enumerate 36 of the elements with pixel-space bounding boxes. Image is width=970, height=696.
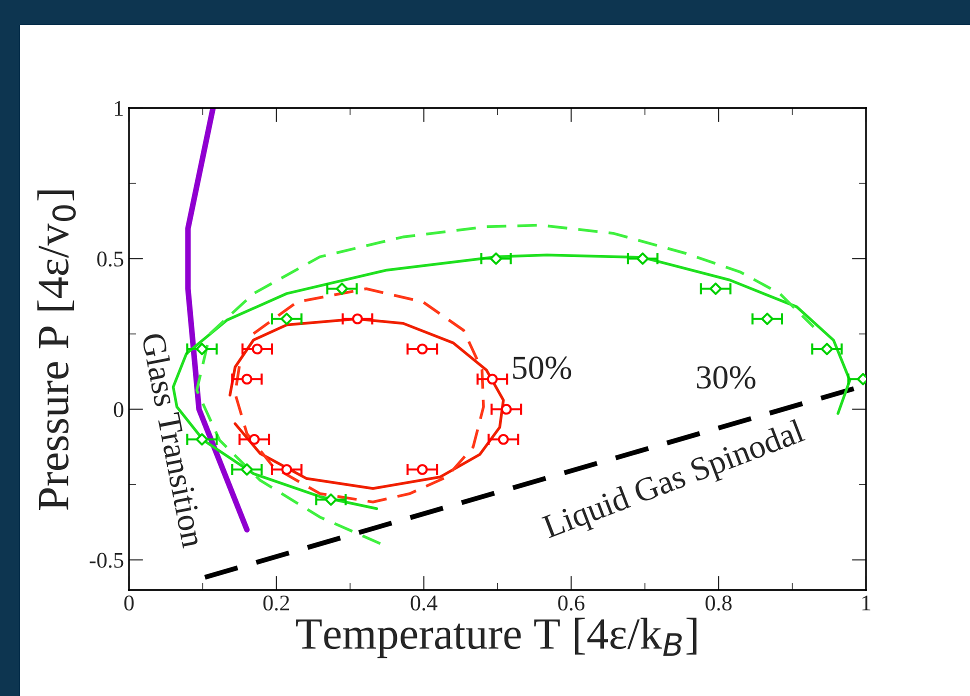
y-tick-label: 1	[114, 101, 123, 116]
point	[196, 342, 208, 356]
point	[486, 374, 498, 385]
x-tick-label: 0.8	[706, 596, 732, 611]
y-axis-title: Pressure P [4ε/v$_{0}$]	[37, 190, 76, 510]
annotation: Glass Transition	[142, 332, 206, 549]
point	[500, 404, 512, 415]
point	[324, 493, 338, 506]
x-tick-label: 0.4	[410, 596, 438, 611]
x-tick-label: 1	[862, 596, 870, 610]
annotation: 30%	[697, 366, 756, 389]
point	[416, 464, 428, 475]
y-tick-label: 0.5	[97, 252, 124, 267]
y-tick-label: 0	[114, 402, 124, 418]
point	[416, 344, 428, 354]
x-axis-title: Temperature T [4ε/k$_{B}$]	[296, 618, 696, 658]
point	[352, 313, 363, 324]
y-tick-label: -0.5	[90, 552, 124, 568]
x-tick-label: 0	[124, 596, 134, 610]
annotation: 50%	[513, 356, 572, 380]
line-series	[234, 287, 485, 504]
point	[240, 463, 254, 476]
point	[248, 434, 260, 445]
point	[281, 464, 292, 475]
point	[336, 282, 348, 295]
x-tick-label: 0.2	[263, 596, 290, 611]
point	[490, 252, 502, 265]
point	[498, 434, 509, 445]
point	[709, 282, 722, 295]
point	[280, 312, 293, 326]
point	[761, 312, 774, 326]
x-tick-label: 0.6	[558, 596, 584, 611]
point	[241, 374, 252, 385]
point	[252, 344, 263, 354]
point	[636, 252, 649, 265]
point	[820, 342, 834, 356]
